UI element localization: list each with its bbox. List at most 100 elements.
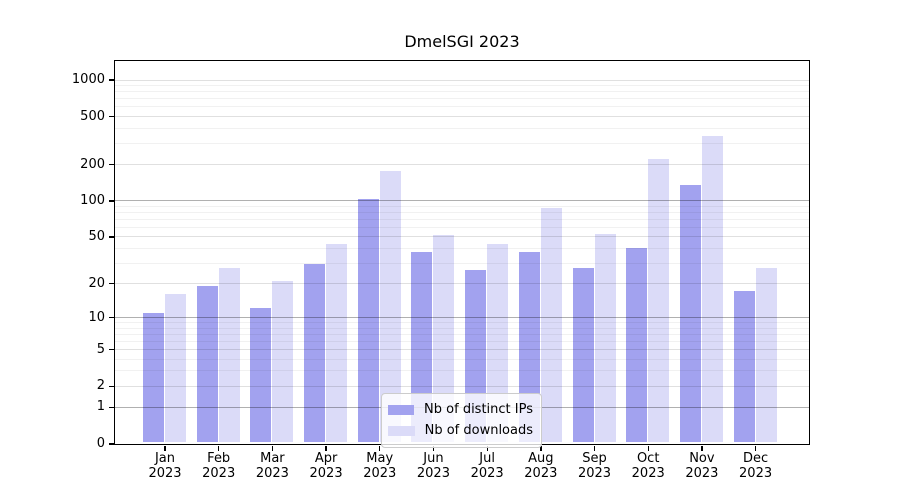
bar-downloads-mar [272,280,294,443]
y-tick [109,283,114,285]
y-tick [109,236,114,238]
y-tick-label: 2 [96,378,105,394]
x-tick-label: Sep 2023 [577,451,612,481]
gridline [114,322,809,324]
x-tick-label: Jun 2023 [416,451,450,481]
gridline [114,262,809,264]
x-tick [540,446,542,451]
y-tick [109,406,114,409]
gridline [114,370,809,372]
bar-distinct-ips-dec [733,291,755,443]
gridline [114,358,809,360]
gridline [114,247,809,249]
bar-downloads-apr [326,244,348,443]
x-tick-label: Aug 2023 [524,451,558,481]
bar-distinct-ips-apr [304,264,326,443]
legend-label-downloads: Nb of downloads [424,423,533,438]
gridline [114,212,809,213]
y-tick-label: 0 [96,436,105,451]
y-tick-label: 50 [88,228,105,244]
bar-downloads-feb [218,267,240,443]
gridline [114,349,809,351]
x-tick [647,446,649,451]
gridline [114,283,809,285]
y-tick [109,443,114,445]
x-tick [271,446,274,451]
bar-distinct-ips-jan [143,312,164,443]
chart-title: DmelSGI 2023 [404,32,520,51]
bar-distinct-ips-oct [626,247,648,443]
y-tick [109,317,114,319]
x-tick [432,446,435,451]
x-tick [325,446,327,451]
gridline [114,116,809,117]
plot-area [113,59,810,445]
y-tick [109,349,114,351]
bar-downloads-jul [487,244,509,443]
gridline [114,106,809,108]
x-tick [593,446,596,451]
bar-downloads-dec [755,267,777,443]
bar-distinct-ips-sep [572,267,594,443]
gridline [114,226,809,228]
x-tick-label: Nov 2023 [685,451,719,481]
x-tick [701,446,703,451]
bar-distinct-ips-feb [196,285,218,443]
y-tick-label: 5 [96,341,105,357]
gridline [114,200,809,202]
x-tick-label: Feb 2023 [202,451,236,481]
x-tick-label: Dec 2023 [739,451,773,481]
y-tick-label: 1 [96,399,105,415]
bar-distinct-ips-may [357,199,379,443]
y-tick-label: 1000 [71,72,105,88]
y-tick-label: 200 [80,156,105,172]
gridline [114,218,809,220]
legend: Nb of distinct IPs Nb of downloads [381,393,542,448]
legend-swatch-distinct-ips [388,404,415,415]
gridline [114,236,809,238]
x-tick [218,446,220,451]
x-tick-label: Jul 2023 [470,451,504,481]
x-tick [164,446,166,451]
bar-downloads-oct [648,159,670,443]
bar-distinct-ips-nov [679,185,701,443]
legend-item-distinct-ips: Nb of distinct IPs [388,399,533,420]
y-tick [109,200,114,202]
gridline [114,164,809,166]
gridline [114,333,809,335]
y-tick-label: 20 [88,275,105,291]
legend-label-distinct-ips: Nb of distinct IPs [424,402,533,417]
bar-downloads-aug [540,207,562,443]
x-tick-label: Oct 2023 [631,451,665,481]
x-tick [379,446,381,451]
x-tick-label: Jan 2023 [148,451,182,481]
bar-downloads-may [379,171,401,443]
gridline [114,340,809,342]
gridline [114,142,809,144]
gridline [114,127,809,129]
y-tick-label: 100 [80,192,105,208]
x-tick [754,446,757,451]
bar-downloads-sep [594,234,616,443]
x-tick-label: Mar 2023 [255,451,289,481]
gridline [114,317,809,319]
y-tick-label: 10 [88,309,105,325]
gridline [114,85,809,87]
gridline [114,91,809,93]
bar-downloads-nov [701,136,723,443]
y-tick [109,79,114,81]
bar-downloads-jun [433,235,455,443]
bar-distinct-ips-mar [250,308,272,443]
y-tick-label: 500 [80,108,105,124]
gridline [114,385,809,387]
y-tick [109,385,114,387]
y-tick [109,115,114,118]
legend-swatch-downloads [388,425,415,436]
x-tick-label: May 2023 [363,451,397,481]
legend-item-downloads: Nb of downloads [388,420,533,441]
gridline [114,79,809,81]
gridline [114,205,809,207]
x-tick [486,446,488,451]
gridline [114,327,809,329]
